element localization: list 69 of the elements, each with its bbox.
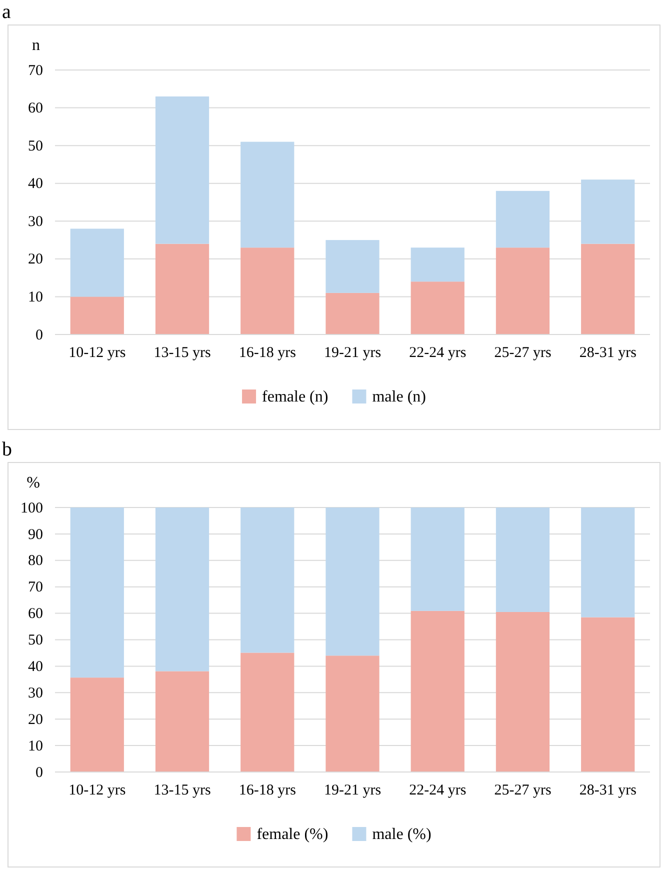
y-tick-label: 0 — [36, 327, 43, 344]
legend-label: female (n) — [262, 388, 328, 406]
x-tick-label: 19-21 yrs — [324, 782, 382, 799]
bar — [155, 671, 210, 772]
x-tick-label: 25-27 yrs — [494, 345, 552, 362]
y-tick-label: 10 — [28, 290, 43, 306]
y-axis-title: n — [32, 37, 40, 54]
y-tick-label: 10 — [28, 738, 43, 754]
x-tick-label: 25-27 yrs — [494, 782, 552, 799]
x-tick-label: 28-31 yrs — [579, 782, 637, 799]
bar — [410, 248, 464, 282]
x-tick-label: 28-31 yrs — [579, 345, 637, 362]
bar — [155, 508, 210, 672]
bar — [410, 508, 464, 611]
bar — [581, 244, 635, 334]
y-tick-label: 30 — [28, 214, 43, 230]
bar — [240, 508, 294, 653]
bar — [70, 228, 124, 297]
bar — [326, 656, 380, 772]
bar — [70, 678, 124, 772]
x-tick-label: 16-18 yrs — [238, 782, 296, 799]
y-tick-label: 100 — [20, 500, 43, 516]
x-tick-label: 13-15 yrs — [154, 345, 211, 362]
bar — [326, 508, 380, 656]
bar — [496, 612, 550, 772]
y-tick-label: 40 — [28, 659, 43, 675]
chart-title: b — [2, 438, 12, 460]
bar — [581, 180, 635, 244]
x-tick-label: 10-12 yrs — [68, 782, 126, 799]
bar — [70, 296, 124, 334]
bar — [155, 96, 210, 244]
y-tick-label: 90 — [28, 526, 43, 543]
y-tick-label: 20 — [28, 712, 43, 728]
chart-title: a — [2, 1, 11, 23]
bar — [326, 240, 380, 293]
y-tick-label: 80 — [28, 553, 43, 570]
y-tick-label: 60 — [28, 100, 43, 117]
bar — [410, 282, 464, 334]
bar — [240, 142, 294, 248]
x-tick-label: 22-24 yrs — [409, 345, 466, 362]
bar — [581, 617, 635, 772]
bar — [581, 508, 635, 618]
bar — [496, 508, 550, 612]
y-tick-label: 50 — [28, 632, 43, 649]
y-tick-label: 70 — [28, 580, 43, 596]
y-tick-label: 20 — [28, 252, 43, 268]
y-tick-label: 30 — [28, 685, 43, 702]
bar — [326, 292, 380, 334]
x-tick-label: 16-18 yrs — [238, 345, 296, 362]
y-axis-title: % — [26, 474, 40, 492]
x-tick-label: 22-24 yrs — [409, 782, 466, 799]
y-tick-label: 60 — [28, 606, 43, 622]
legend-label: male (%) — [372, 826, 432, 843]
y-tick-label: 0 — [36, 764, 43, 781]
bar — [155, 244, 210, 334]
legend-label: female (%) — [256, 826, 328, 843]
legend-label: male (n) — [372, 388, 426, 406]
bar — [240, 248, 294, 334]
bar — [496, 190, 550, 248]
x-tick-label: 13-15 yrs — [154, 782, 211, 799]
bar — [240, 652, 294, 772]
x-tick-label: 19-21 yrs — [324, 345, 382, 362]
y-tick-label: 40 — [28, 176, 43, 192]
y-tick-label: 50 — [28, 138, 43, 154]
x-tick-label: 10-12 yrs — [68, 345, 126, 362]
bar — [410, 610, 464, 772]
bar — [70, 508, 124, 678]
bar — [496, 248, 550, 334]
y-tick-label: 70 — [28, 62, 43, 79]
